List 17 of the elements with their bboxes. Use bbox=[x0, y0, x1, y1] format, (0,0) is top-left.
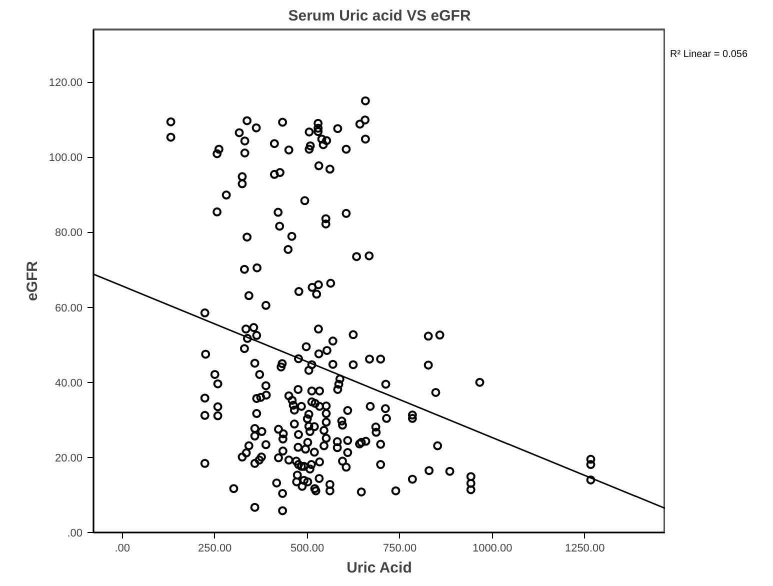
y-axis-title: eGFR bbox=[24, 260, 41, 301]
y-tick-label: 60.00 bbox=[54, 302, 83, 314]
y-tick-label: 80.00 bbox=[54, 227, 83, 240]
chart-title: Serum Uric acid VS eGFR bbox=[288, 8, 471, 24]
text: R² Linear = 0.056 bbox=[670, 48, 748, 62]
y-tick-label: 40.00 bbox=[54, 377, 83, 390]
y-tick-label: .00 bbox=[67, 528, 83, 540]
x-tick-label: 1250.00 bbox=[564, 542, 605, 554]
y-tick-label: 20.00 bbox=[54, 452, 83, 464]
x-tick-label: 750.00 bbox=[383, 542, 417, 554]
y-tick-label: 100.00 bbox=[48, 152, 83, 164]
x-axis-title: Uric Acid bbox=[346, 560, 412, 576]
x-tick-label: 500.00 bbox=[290, 542, 324, 554]
x-tick-label: 1000.00 bbox=[472, 542, 512, 554]
x-tick-label: .00 bbox=[114, 542, 130, 554]
y-tick-label: 120.00 bbox=[48, 77, 83, 90]
x-tick-label: 250.00 bbox=[198, 542, 232, 554]
